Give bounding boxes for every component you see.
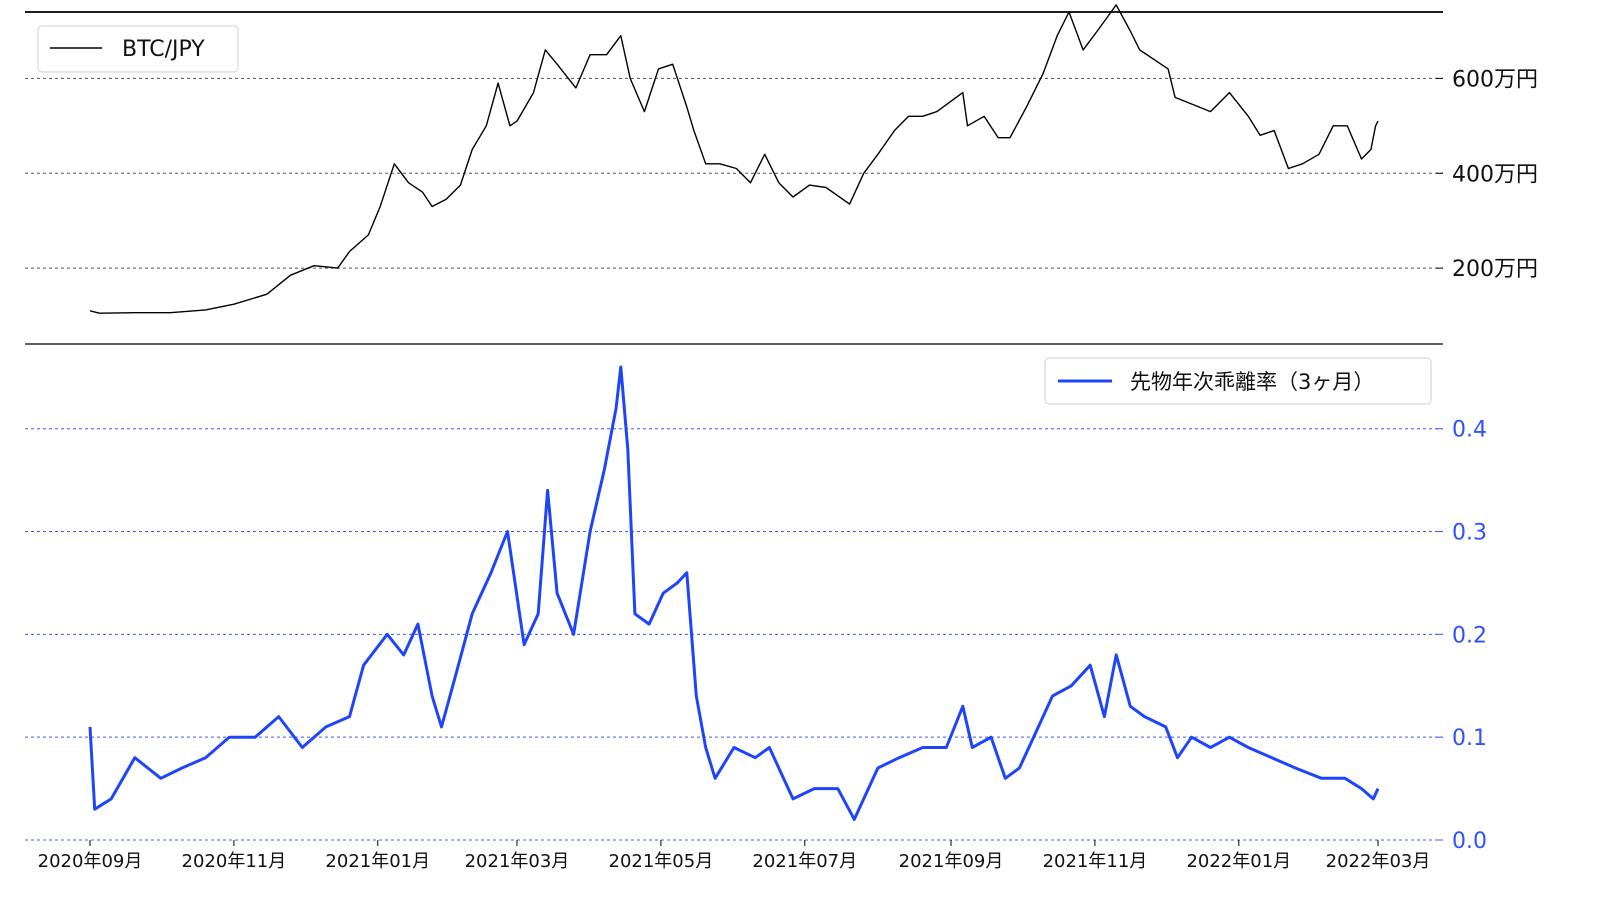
- btc-jpy-legend-label: BTC/JPY: [122, 37, 205, 62]
- x-tick-label: 2021年01月: [325, 851, 430, 872]
- top-y-tick-label: 200万円: [1452, 257, 1538, 282]
- bottom-y-tick-label: 0.0: [1452, 829, 1487, 854]
- top-panel-gridlines: [25, 77, 1443, 269]
- x-axis-tick-labels: 2020年09月 2020年11月 2021年01月 2021年03月 2021年05月…: [38, 840, 1431, 872]
- x-tick-label: 2021年07月: [752, 851, 857, 872]
- x-tick-label: 2021年11月: [1043, 851, 1148, 872]
- top-y-tick-label: 600万円: [1452, 67, 1538, 92]
- x-tick-label: 2020年11月: [182, 851, 287, 872]
- futures-premium-legend-label: 先物年次乖離率（3ヶ月）: [1130, 370, 1374, 394]
- bottom-y-tick-label: 0.1: [1452, 726, 1487, 751]
- top-y-tick-label: 400万円: [1452, 162, 1538, 187]
- x-tick-label: 2020年09月: [38, 851, 143, 872]
- futures-premium-line: [88, 365, 1380, 821]
- bottom-legend-box: [1044, 357, 1432, 405]
- bottom-panel-y-tick-labels: 0.0 0.1 0.2 0.3 0.4: [1452, 418, 1487, 854]
- top-legend: BTC/JPY: [37, 25, 239, 73]
- bottom-panel-gridlines: [25, 428, 1443, 841]
- btc-jpy-price-panel: 200万円 400万円 600万円 BTC/JPY: [25, 4, 1538, 345]
- x-tick-label: 2022年01月: [1186, 851, 1291, 872]
- bottom-y-tick-label: 0.4: [1452, 418, 1487, 443]
- x-tick-label: 2021年03月: [465, 851, 570, 872]
- x-tick-label: 2022年03月: [1326, 851, 1431, 872]
- btc-jpy-line: [89, 4, 1379, 314]
- top-panel-y-tick-labels: 200万円 400万円 600万円: [1452, 67, 1538, 282]
- bottom-y-tick-label: 0.2: [1452, 623, 1487, 648]
- x-tick-label: 2021年09月: [899, 851, 1004, 872]
- bottom-y-tick-label: 0.3: [1452, 521, 1487, 546]
- x-tick-label: 2021年05月: [609, 851, 714, 872]
- futures-premium-panel: 0.0 0.1 0.2 0.3 0.4 2020年09月 2020年11月 2021年01月…: [25, 357, 1487, 872]
- top-legend-box: [37, 25, 239, 73]
- bottom-legend: 先物年次乖離率（3ヶ月）: [1044, 357, 1432, 405]
